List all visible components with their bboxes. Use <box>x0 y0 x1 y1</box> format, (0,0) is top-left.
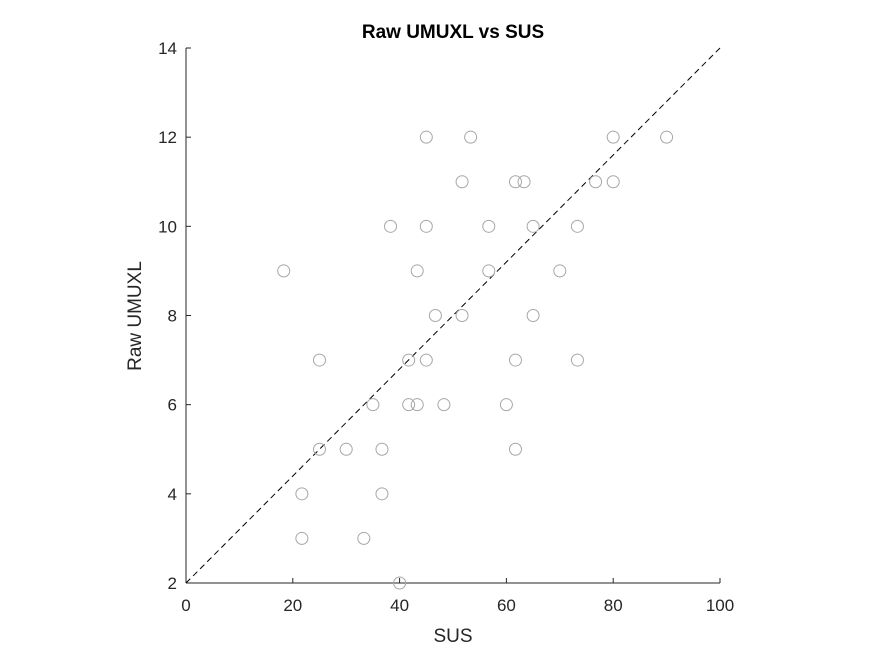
data-point <box>384 219 398 233</box>
y-tick-label: 6 <box>168 396 177 415</box>
data-point <box>419 353 433 367</box>
data-point <box>482 219 496 233</box>
data-point <box>517 175 531 189</box>
data-point <box>508 353 522 367</box>
x-tick-label: 40 <box>390 596 409 615</box>
data-point <box>277 264 291 278</box>
data-point <box>455 309 469 322</box>
data-point <box>375 487 389 501</box>
reference-line <box>185 47 721 584</box>
data-point <box>410 398 424 412</box>
data-point <box>455 175 469 189</box>
chart-title: Raw UMUXL vs SUS <box>362 22 544 43</box>
data-point <box>606 175 620 189</box>
data-point <box>313 353 326 367</box>
y-axis-label: Raw UMUXL <box>125 261 146 371</box>
y-tick-label: 14 <box>158 39 177 58</box>
data-point <box>482 264 496 278</box>
data-point <box>508 442 522 456</box>
data-point <box>526 309 540 322</box>
data-point <box>393 576 407 590</box>
data-point <box>570 353 584 367</box>
y-tick-label: 12 <box>158 128 177 147</box>
data-point <box>366 398 380 412</box>
y-tick-label: 10 <box>158 217 177 236</box>
data-point <box>313 442 326 456</box>
data-point <box>508 175 522 189</box>
x-tick-label: 100 <box>706 596 734 615</box>
data-point <box>357 531 371 545</box>
y-tick-label: 2 <box>168 574 177 593</box>
data-point <box>419 219 433 233</box>
data-point <box>570 219 584 233</box>
data-point <box>295 487 309 501</box>
data-point <box>339 442 353 456</box>
y-tick-label: 4 <box>168 485 177 504</box>
y-tick-label: 8 <box>168 307 177 326</box>
x-tick-label: 0 <box>181 596 190 615</box>
plot-area: 0 20 40 60 80 100 2 4 6 8 10 12 14 <box>158 39 734 615</box>
data-point <box>464 130 478 144</box>
data-point <box>402 353 416 367</box>
data-point <box>553 264 567 278</box>
x-tick-label: 20 <box>283 596 302 615</box>
data-point <box>589 175 603 189</box>
data-point <box>660 130 674 144</box>
data-point <box>375 442 389 456</box>
data-point <box>606 130 620 144</box>
data-point <box>526 219 540 233</box>
data-point <box>402 398 416 412</box>
data-point <box>295 531 309 545</box>
x-tick-label: 80 <box>604 596 623 615</box>
data-point <box>499 398 513 412</box>
data-point <box>419 130 433 144</box>
x-axis-label: SUS <box>433 626 472 647</box>
x-tick-label: 60 <box>497 596 516 615</box>
data-point <box>410 264 424 278</box>
data-point <box>437 398 451 412</box>
data-point <box>428 309 442 322</box>
